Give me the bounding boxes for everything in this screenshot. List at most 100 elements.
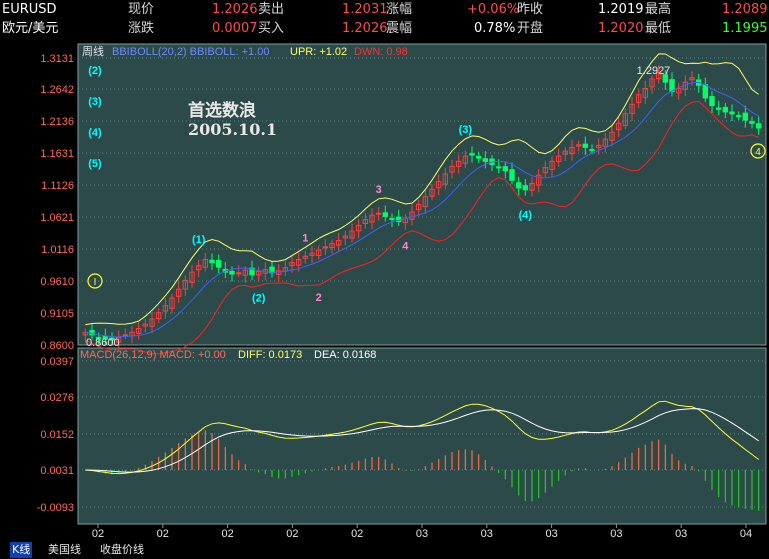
candle [602,138,609,147]
candle [542,167,549,174]
annotation-title: 首选数浪 [188,101,256,121]
candle [549,160,555,170]
y-tick-label: 0.0031 [40,465,74,477]
candle [635,94,642,104]
quote-label: 现价 [128,2,155,17]
tab-us-line[interactable]: 美国线 [48,543,81,556]
candle [415,203,422,211]
y-tick-label: 0.0397 [40,356,74,368]
legend-diff: DIFF: 0.0173 [238,349,302,361]
candle [155,312,162,320]
quote-label: 开盘 [517,21,544,36]
lower-band-line [85,100,759,355]
y-tick-label: 0.0152 [40,429,74,441]
quote-label: 震幅 [386,21,413,36]
candle [482,158,489,162]
candle [269,266,275,274]
candle [502,166,509,172]
chart-type-tabs: K线 美国线 收盘价线 [0,541,769,559]
candle [302,255,309,259]
quote-value: 1.2089 [722,2,768,17]
wave-label: (3) [459,124,473,136]
candle [309,252,315,256]
x-tick-label: 03 [675,528,687,540]
candle [409,211,415,220]
candle [722,106,729,113]
candle [275,270,282,275]
y-tick-label: 0.9105 [40,308,74,320]
candle [89,329,95,336]
y-tick-label: 1.1631 [40,148,74,160]
x-tick-label: 03 [545,528,557,540]
wave-label: 2 [316,292,322,304]
candle [469,153,475,156]
candle [369,214,375,223]
quote-value: 1.2019 [598,2,644,17]
candle [595,144,602,149]
y-tick-label: -0.0093 [37,502,74,514]
candle [195,265,202,271]
quote-value: 0.0007 [212,21,258,36]
candle [375,212,382,215]
quote-panel: EURUSD 欧元/美元 现价 1.2026 卖出 1.2031 涨幅 +0.0… [0,0,769,40]
candle [669,79,675,93]
candle [642,87,649,98]
legend-macd: MACD(26,12,9) MACD: +0.00 [80,349,226,361]
tab-close-line[interactable]: 收盘价线 [100,543,144,556]
wave-label: (1) [192,234,206,246]
y-tick-label: 1.1126 [41,180,74,192]
wave-i-label: I [94,277,97,288]
wave-label: (2) [88,65,102,77]
wave-label: 4 [402,240,409,252]
candle [315,249,322,256]
tab-kline[interactable]: K线 [10,542,33,558]
candle [742,112,749,121]
candle [235,272,242,275]
candle [582,143,589,148]
wave-4-marker [750,143,766,159]
wave-label: (3) [88,96,102,108]
low-label: 0.8600 [86,337,120,349]
quote-value: 1.2020 [598,21,644,36]
candle [95,336,102,339]
quote-value: 1.2031 [342,2,388,17]
candle [149,318,155,327]
x-tick-label: 02 [157,528,169,540]
candle [189,271,195,283]
candle [522,185,529,191]
candle [649,78,655,88]
candle [135,328,142,334]
y-tick-label: 1.2136 [40,116,74,128]
candle [382,212,389,217]
wave-label: (2) [252,293,266,305]
x-tick-label: 04 [740,528,752,540]
candle [702,84,709,99]
legend-period: 周线 [82,44,104,58]
candle [562,150,569,155]
candle [182,279,189,290]
quote-label: 买入 [258,21,285,36]
x-tick-label: 03 [416,528,428,540]
candle [475,155,482,159]
y-tick-label: 1.3131 [40,53,74,65]
macd-panel [77,347,767,525]
chart-area[interactable]: 1.3131 1.2642 1.2136 1.1631 1.1126 1.0621 1.01… [0,40,769,541]
candle [622,113,629,126]
candle [735,115,742,118]
candle [529,182,535,191]
symbol-name: 欧元/美元 [2,21,59,36]
mid-band-line [85,81,759,338]
y-tick-label: 0.8600 [40,340,74,352]
candle [455,160,462,167]
candle [589,149,595,152]
candle [515,182,522,189]
candle [442,173,449,185]
wave-label: (4) [88,127,102,139]
quote-value: 1.2026 [342,21,388,36]
candle [209,259,215,264]
x-tick-label: 02 [92,528,104,540]
legend-dea: DEA: 0.0168 [314,349,376,361]
quote-value: +0.06% [467,2,520,17]
legend-lower: DWN: 0.98 [354,46,408,58]
dea-line [85,408,759,473]
